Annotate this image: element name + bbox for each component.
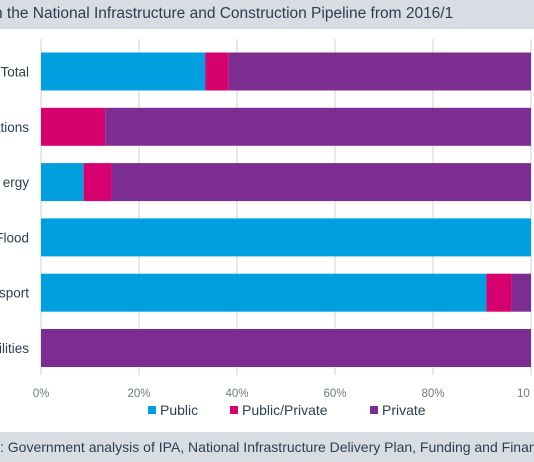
- category-label-ilities: ilities: [0, 341, 29, 356]
- bar-total-public: [41, 52, 206, 91]
- bar-sport-public-private: [486, 273, 512, 312]
- chart-area: Total ations ergy Flood sport ilities 0% 20% 40…: [0, 29, 534, 432]
- legend-swatch-private: [370, 406, 378, 414]
- bar-total-public-private: [205, 52, 229, 91]
- bar-sport-public: [41, 273, 487, 312]
- x-tick-label: 10: [517, 388, 530, 400]
- category-label-ations: ations: [0, 120, 29, 135]
- legend-label-private: Private: [382, 402, 426, 418]
- legend-label-public: Public: [160, 402, 198, 418]
- legend-swatch-public: [148, 406, 156, 414]
- x-tick-label: 0%: [33, 388, 50, 400]
- category-label-sport: sport: [0, 286, 29, 301]
- bar-ergy-private: [111, 163, 531, 202]
- x-tick-label: 40%: [225, 388, 248, 400]
- chart-title: n the National Infrastructure and Constr…: [0, 5, 454, 22]
- x-tick-label: 80%: [421, 388, 444, 400]
- bar-flood-public: [41, 218, 531, 257]
- legend-swatch-public-private: [230, 406, 238, 414]
- source-note: : Government analysis of IPA, National I…: [0, 439, 534, 455]
- bar-ations-private: [105, 107, 531, 146]
- bar-ilities-private: [41, 329, 531, 367]
- bar-ations-public-private: [41, 107, 106, 146]
- source-bar: : Government analysis of IPA, National I…: [0, 432, 534, 462]
- stacked-bar-chart: Total ations ergy Flood sport ilities 0% 20% 40…: [0, 39, 532, 418]
- title-bar: n the National Infrastructure and Constr…: [0, 0, 534, 29]
- category-label-flood: Flood: [0, 230, 29, 245]
- bar-total-private: [228, 52, 532, 91]
- bar-ergy-public: [41, 163, 84, 202]
- category-label-ergy: ergy: [3, 175, 30, 190]
- legend-label-public-private: Public/Private: [242, 402, 328, 418]
- bar-ergy-public-private: [83, 163, 112, 202]
- category-label-total: Total: [0, 65, 29, 80]
- x-tick-label: 60%: [323, 388, 346, 400]
- x-tick-label: 20%: [127, 388, 150, 400]
- bar-sport-private: [511, 273, 531, 312]
